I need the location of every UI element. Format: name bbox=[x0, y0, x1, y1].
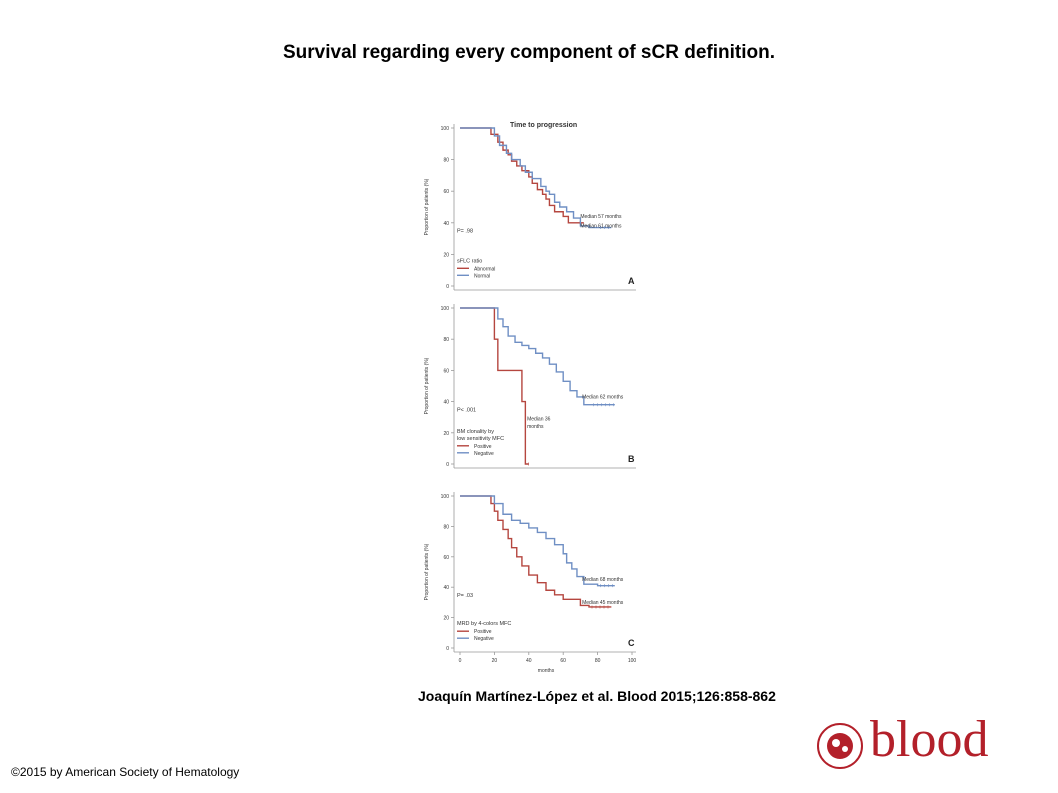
ash-seal-icon bbox=[817, 723, 863, 769]
legend-title: MRD by 4-colors MFC bbox=[457, 621, 511, 627]
y-tick-label: 60 bbox=[443, 368, 449, 374]
slide-title: Survival regarding every component of sC… bbox=[283, 42, 775, 63]
legend-entry-abnormal: Abnormal bbox=[474, 266, 495, 272]
legend-title: low sensitivity MFC bbox=[457, 436, 504, 442]
panel-letter: C bbox=[628, 638, 635, 648]
median-annotation: Median 68 months bbox=[582, 577, 624, 583]
y-axis-label: Proportion of patients (%) bbox=[424, 543, 430, 600]
y-tick-label: 20 bbox=[443, 616, 449, 622]
citation: Joaquín Martínez-López et al. Blood 2015… bbox=[418, 688, 776, 704]
legend-entry-positive: Positive bbox=[474, 629, 492, 635]
p-value: P< .001 bbox=[457, 407, 476, 413]
median-annotation: Median 62 months bbox=[582, 394, 624, 400]
legend-title: BM clonality by bbox=[457, 429, 494, 435]
y-tick-label: 0 bbox=[446, 284, 449, 290]
km-panel-a: 0 20 40 60 80 100 Proportion of patients (%) Ti… bbox=[424, 122, 636, 291]
legend-entry-positive: Positive bbox=[474, 444, 492, 450]
y-tick-label: 80 bbox=[443, 158, 449, 164]
median-annotation: Median 45 months bbox=[582, 600, 624, 606]
x-axis-label: months bbox=[538, 668, 555, 674]
panel-title: Time to progression bbox=[510, 122, 577, 129]
y-tick-label: 20 bbox=[443, 431, 449, 437]
y-tick-label: 20 bbox=[443, 252, 449, 258]
y-tick-label: 100 bbox=[441, 306, 450, 312]
y-tick-label: 40 bbox=[443, 400, 449, 406]
median-annotation: Median 36 bbox=[527, 416, 551, 422]
km-curve-negative bbox=[460, 495, 615, 587]
x-tick-label: 40 bbox=[526, 658, 532, 664]
p-value: P= .98 bbox=[457, 229, 473, 235]
y-tick-label: 80 bbox=[443, 524, 449, 530]
y-tick-label: 40 bbox=[443, 221, 449, 227]
blood-logo: blood bbox=[812, 712, 1002, 774]
median-annotation: months bbox=[527, 424, 544, 430]
panel-letter: B bbox=[628, 454, 635, 464]
copyright: ©2015 by American Society of Hematology bbox=[11, 765, 240, 779]
panel-letter: A bbox=[628, 276, 635, 286]
y-tick-label: 0 bbox=[446, 462, 449, 468]
x-tick-label: 60 bbox=[560, 658, 566, 664]
y-axis-label: Proportion of patients (%) bbox=[424, 357, 430, 414]
legend-entry-negative: Negative bbox=[474, 636, 494, 642]
y-tick-label: 40 bbox=[443, 585, 449, 591]
km-panel-b: 0 20 40 60 80 100 Proportion of patients (%) Me… bbox=[424, 304, 636, 469]
km-panel-c: 0 20 40 60 80 100 0 20 40 60 80 100 months Proportion… bbox=[424, 492, 636, 674]
legend-entry-normal: Normal bbox=[474, 273, 490, 279]
km-figure-svg: 0 20 40 60 80 100 Proportion of patients (%) Ti… bbox=[424, 122, 636, 674]
y-tick-label: 80 bbox=[443, 337, 449, 343]
km-curve-abnormal bbox=[460, 127, 584, 224]
y-tick-label: 100 bbox=[441, 494, 450, 500]
km-curve-positive bbox=[460, 495, 612, 608]
x-tick-label: 100 bbox=[628, 658, 637, 664]
logo-wordmark: blood bbox=[870, 711, 989, 768]
legend-title: sFLC ratio bbox=[457, 258, 482, 264]
y-tick-label: 60 bbox=[443, 555, 449, 561]
x-tick-label: 0 bbox=[459, 658, 462, 664]
km-curve-normal bbox=[460, 127, 612, 229]
x-tick-label: 80 bbox=[595, 658, 601, 664]
y-tick-label: 100 bbox=[441, 126, 450, 132]
km-figure: 0 20 40 60 80 100 Proportion of patients (%) Ti… bbox=[414, 108, 644, 680]
x-tick-label: 20 bbox=[492, 658, 498, 664]
y-tick-label: 60 bbox=[443, 189, 449, 195]
y-tick-label: 0 bbox=[446, 646, 449, 652]
median-annotation: Median 61 months bbox=[580, 224, 622, 230]
y-axis-label: Proportion of patients (%) bbox=[424, 178, 430, 235]
legend-entry-negative: Negative bbox=[474, 451, 494, 457]
km-curve-negative bbox=[460, 307, 615, 406]
p-value: P= .03 bbox=[457, 593, 473, 599]
median-annotation: Median 57 months bbox=[580, 214, 622, 220]
